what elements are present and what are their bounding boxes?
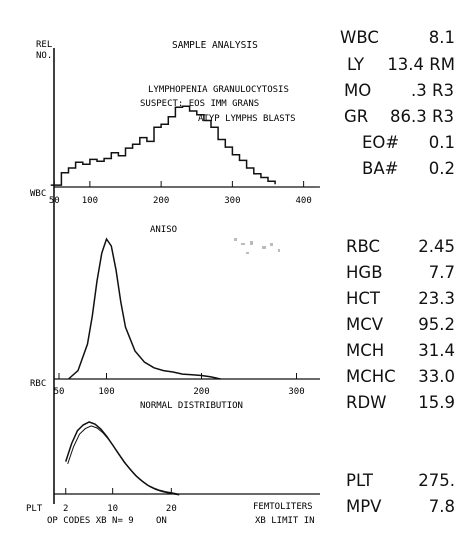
x-tick-label: 20 (166, 504, 177, 514)
result-plt: PLT 275. (346, 471, 455, 493)
rel-label: REL (36, 40, 52, 50)
x-tick-label: 400 (295, 196, 311, 206)
result-rdw: RDW 15.9 (346, 393, 455, 415)
rbc-annotation: ANISO (150, 225, 177, 235)
plt-annotation: NORMAL DISTRIBUTION (140, 401, 243, 411)
wbc-histogram-curve (50, 105, 276, 186)
on-label: ON (156, 516, 167, 526)
page-title: SAMPLE ANALYSIS (172, 40, 258, 51)
result-label: MO (344, 81, 372, 100)
result-mo: MO .3 R3 (344, 81, 454, 103)
result-value: 8.1 (428, 28, 455, 47)
result-mpv: MPV 7.8 (346, 497, 455, 519)
flag-line-1: LYMPHOPENIA GRANULOCYTOSIS (148, 85, 289, 95)
x-tick-label: 50 (54, 387, 65, 397)
result-label: HCT (346, 289, 381, 308)
result-label: BA# (362, 159, 399, 178)
femtoliters-label: FEMTOLITERS (253, 502, 313, 512)
result-label: MCHC (346, 367, 396, 386)
x-tick-label: 300 (224, 196, 240, 206)
rbc-histogram-curve (68, 237, 221, 380)
result-ba: BA# 0.2 (362, 159, 455, 181)
result-value: 86.3 R3 (390, 107, 454, 126)
result-value: 2.45 (418, 237, 455, 256)
xb-limit-label: XB LIMIT IN (255, 516, 315, 526)
result-mchc: MCHC 33.0 (346, 367, 455, 389)
flag-line-3: ATYP LYMPHS BLASTS (198, 114, 296, 124)
op-codes-label: OP CODES XB N= 9 (47, 516, 134, 526)
print-smudge (234, 238, 280, 254)
x-tick-label: 200 (193, 387, 209, 397)
result-label: RBC (346, 237, 381, 256)
result-eo: EO# 0.1 (362, 133, 455, 155)
result-label: LY (347, 55, 365, 74)
x-tick-label: 100 (98, 387, 114, 397)
result-value: 0.1 (428, 133, 455, 152)
flag-line-2: SUSPECT: EOS IMM GRANS (140, 99, 259, 109)
result-wbc: WBC 8.1 (340, 28, 455, 50)
result-value: 7.8 (428, 497, 455, 516)
plt-fitted-curve (67, 425, 180, 496)
result-value: 31.4 (418, 341, 455, 360)
result-value: 95.2 (418, 315, 455, 334)
result-hgb: HGB 7.7 (346, 263, 455, 285)
x-tick-label: 10 (107, 504, 118, 514)
result-value: 23.3 (418, 289, 455, 308)
result-label: HGB (346, 263, 383, 282)
result-value: 15.9 (418, 393, 455, 412)
result-value: 0.2 (428, 159, 455, 178)
result-label: MCV (346, 315, 384, 334)
result-mcv: MCV 95.2 (346, 315, 455, 337)
result-label: PLT (346, 471, 373, 490)
x-tick-label: 300 (288, 387, 304, 397)
result-value: .3 R3 (411, 81, 454, 100)
x-tick-label: 200 (153, 196, 169, 206)
wbc-axis-label: WBC (30, 189, 46, 199)
result-label: EO# (362, 133, 400, 152)
result-label: MCH (346, 341, 385, 360)
result-label: WBC (340, 28, 379, 47)
result-hct: HCT 23.3 (346, 289, 455, 311)
result-value: 275. (418, 471, 455, 490)
result-rbc: RBC 2.45 (346, 237, 455, 259)
result-label: GR (344, 107, 369, 126)
result-gr: GR 86.3 R3 (344, 107, 454, 129)
result-mch: MCH 31.4 (346, 341, 455, 363)
x-tick-label: 50 (49, 196, 60, 206)
result-label: MPV (346, 497, 382, 516)
plt-axis-label: PLT (26, 504, 43, 514)
x-tick-label: 2 (63, 504, 68, 514)
result-value: 33.0 (418, 367, 455, 386)
result-ly: LY 13.4 RM (347, 55, 455, 77)
result-label: RDW (346, 393, 387, 412)
result-value: 13.4 RM (387, 55, 455, 74)
result-value: 7.7 (428, 263, 455, 282)
x-tick-label: 100 (82, 196, 98, 206)
rbc-axis-label: RBC (30, 379, 46, 389)
no-label: NO. (36, 51, 52, 61)
